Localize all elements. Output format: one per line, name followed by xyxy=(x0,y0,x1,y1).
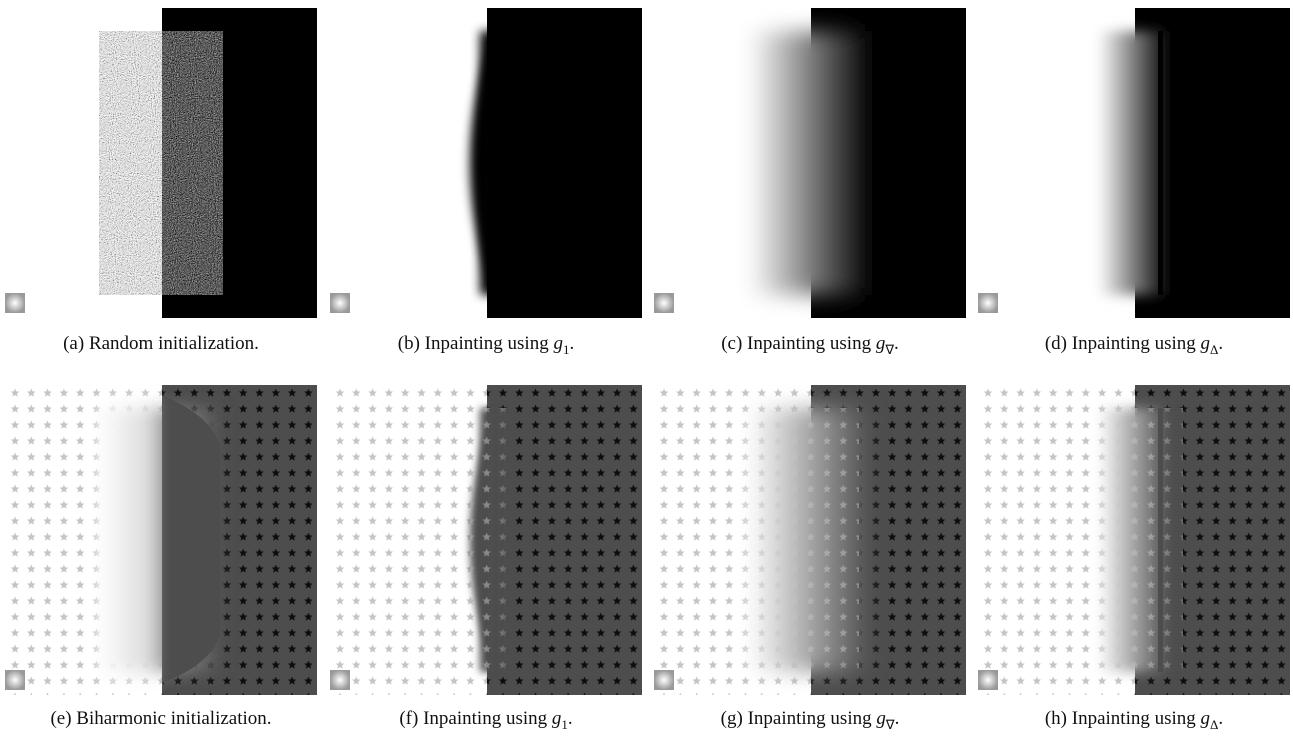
panel-image xyxy=(330,8,642,318)
caption-end: . xyxy=(895,708,900,729)
caption-sub: ∇ xyxy=(886,717,895,732)
caption-var: g xyxy=(1201,708,1211,729)
caption: (g) Inpainting using g∇. xyxy=(645,708,975,733)
panel-image xyxy=(654,8,966,318)
panel-image xyxy=(978,385,1290,695)
caption-text: (d) Inpainting using xyxy=(1045,333,1201,354)
caption: (c) Inpainting using g∇. xyxy=(645,333,975,358)
panel-image xyxy=(330,385,642,695)
caption-end: . xyxy=(894,333,899,354)
caption-var: g xyxy=(552,708,562,729)
caption-text: (g) Inpainting using xyxy=(721,708,877,729)
panel-image xyxy=(654,385,966,695)
caption-text: (a) Random initialization. xyxy=(63,333,259,354)
caption: (e) Biharmonic initialization. xyxy=(0,708,326,730)
caption: (b) Inpainting using g1. xyxy=(321,333,651,358)
panel-image xyxy=(978,8,1290,318)
caption-var: g xyxy=(553,333,563,354)
caption: (f) Inpainting using g1. xyxy=(321,708,651,733)
caption-end: . xyxy=(1218,708,1223,729)
caption-var: g xyxy=(876,708,886,729)
caption-var: g xyxy=(1201,333,1211,354)
caption-sub: ∇ xyxy=(885,342,894,357)
caption-end: . xyxy=(568,708,573,729)
figure: (a) Random initialization. (b) Inpaintin… xyxy=(0,0,1293,742)
caption-text: (c) Inpainting using xyxy=(721,333,876,354)
caption-var: g xyxy=(876,333,886,354)
caption: (h) Inpainting using gΔ. xyxy=(969,708,1293,733)
caption-end: . xyxy=(1218,333,1223,354)
caption: (d) Inpainting using gΔ. xyxy=(969,333,1293,358)
panel-image xyxy=(5,8,317,318)
caption-end: . xyxy=(569,333,574,354)
panel-image xyxy=(5,385,317,695)
caption: (a) Random initialization. xyxy=(0,333,326,355)
caption-text: (b) Inpainting using xyxy=(398,333,554,354)
caption-text: (e) Biharmonic initialization. xyxy=(50,708,271,729)
caption-text: (f) Inpainting using xyxy=(399,708,552,729)
caption-text: (h) Inpainting using xyxy=(1045,708,1201,729)
